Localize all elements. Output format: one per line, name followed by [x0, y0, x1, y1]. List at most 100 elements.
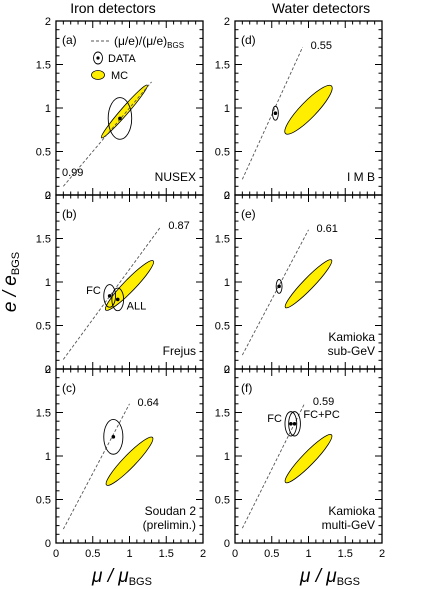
y-tick-label: 1.5: [215, 408, 230, 420]
data-point-label: FC: [267, 413, 282, 425]
ratio-label: 0.64: [138, 397, 159, 409]
ratio-line: [62, 226, 161, 360]
svg-text:μ / μBGS: μ / μBGS: [91, 566, 152, 588]
detector-name: I M B: [347, 170, 375, 184]
ratio-label: 0.55: [311, 40, 332, 52]
panel-label: (d): [241, 33, 256, 47]
ratio-line: [241, 229, 309, 356]
legend-mc-swatch: [91, 70, 105, 80]
ratio-label: 0.59: [313, 396, 334, 408]
legend-data-swatch: [93, 51, 103, 65]
legend-data-dot: [96, 56, 100, 60]
y-tick-label: 1: [224, 451, 230, 463]
data-point-label: FC: [86, 285, 101, 297]
y-tick-label: 2: [45, 364, 51, 376]
detector-name: sub-GeV: [328, 344, 375, 358]
y-tick-label: 0: [224, 190, 230, 202]
y-tick-label: 1.5: [36, 234, 51, 246]
data-point: [292, 422, 297, 426]
x-tick-label: 0: [53, 548, 59, 560]
ratio-label: 0.61: [317, 223, 338, 235]
column-title-water: Water detectors: [272, 0, 370, 16]
y-tick-label: 2: [224, 16, 230, 28]
data-point: [115, 297, 120, 302]
y-tick-label: 1: [224, 277, 230, 289]
data-point-label: ALL: [127, 300, 147, 312]
y-tick-label: 0: [224, 538, 230, 550]
mc-ellipse: [105, 436, 154, 486]
panel-b: 0 0.5 1 1.5 2 FC ALL 0.87 (b) Frejus: [36, 190, 204, 376]
x-tick-label: 1.5: [159, 548, 174, 560]
y-tick-label: 1.5: [36, 408, 51, 420]
y-tick-label: 2: [224, 190, 230, 202]
data-error-ellipse: [107, 97, 133, 140]
y-tick-label: 0.5: [36, 495, 51, 507]
panel-label: (a): [62, 33, 77, 47]
mc-ellipse: [284, 259, 333, 309]
data-point: [118, 116, 122, 121]
data-point-label: FC+PC: [303, 409, 339, 421]
data-point: [277, 284, 281, 289]
mc-ellipse: [100, 84, 148, 139]
ratio-line: [63, 81, 152, 187]
panel-label: (e): [241, 207, 256, 221]
y-tick-label: 1.5: [36, 60, 51, 72]
data-point: [289, 422, 293, 426]
detector-name: Frejus: [163, 344, 196, 358]
legend: (μ/e)/(μ/e)BGS DATA MC: [91, 34, 184, 82]
x-axis-title-left: μ / μBGS: [91, 566, 152, 588]
y-tick-label: 0: [45, 364, 51, 376]
panel-label: (b): [62, 207, 77, 221]
column-title-iron: Iron detectors: [70, 0, 156, 16]
ratio-label: 0.87: [168, 220, 189, 232]
y-tick-label: 1.5: [215, 234, 230, 246]
y-tick-label: 0.5: [215, 495, 230, 507]
x-tick-label: 2: [200, 548, 206, 560]
data-error-ellipse: [284, 411, 298, 437]
legend-data-label: DATA: [108, 53, 136, 65]
ratio-label: 0.99: [62, 167, 83, 179]
y-tick-label: 0: [45, 190, 51, 202]
y-tick-label: 1.5: [215, 60, 230, 72]
y-tick-label: 2: [45, 190, 51, 202]
y-tick-label: 0.5: [215, 321, 230, 333]
y-tick-label: 2: [224, 364, 230, 376]
detector-name: multi-GeV: [322, 518, 375, 532]
y-tick-label: 2: [45, 16, 51, 28]
panel-c: 00.511.520 0.5 1 1.5 20.64(c)Soudan 2(prelim…: [36, 364, 206, 560]
svg-text:μ / μBGS: μ / μBGS: [299, 566, 360, 588]
x-tick-label: 1: [305, 548, 311, 560]
data-error-ellipse: [275, 278, 283, 294]
data-point: [107, 294, 112, 298]
data-error-ellipse: [272, 105, 279, 121]
data-point: [273, 111, 278, 116]
panel-label: (f): [241, 381, 252, 395]
legend-line-label: (μ/e)/(μ/e)BGS: [114, 34, 184, 50]
y-tick-label: 0: [224, 364, 230, 376]
detector-name: Kamioka: [328, 504, 375, 518]
legend-mc-label: MC: [111, 70, 128, 82]
panel-a: 0 0.5 1 1.5 2 0.99 (a) NUSEX (μ/e)/(μ/e)BGS DATA M…: [36, 16, 204, 202]
svg-text:e / eBGS: e / eBGS: [0, 252, 22, 312]
y-tick-label: 1: [45, 277, 51, 289]
data-error-ellipse: [103, 419, 124, 455]
ratio-line: [62, 403, 130, 530]
y-tick-label: 1: [45, 103, 51, 115]
detector-name: (prelimin.): [143, 518, 196, 532]
detector-name: Soudan 2: [145, 504, 197, 518]
x-tick-label: 0: [232, 548, 238, 560]
y-tick-label: 0.5: [36, 321, 51, 333]
data-point: [111, 435, 116, 439]
mc-ellipse: [284, 84, 333, 135]
y-tick-label: 0.5: [36, 147, 51, 159]
panel-label: (c): [62, 381, 76, 395]
x-axis-title-right: μ / μBGS: [299, 566, 360, 588]
x-tick-label: 0.5: [85, 548, 100, 560]
y-tick-label: 1: [45, 451, 51, 463]
data-error-ellipse: [111, 287, 125, 312]
x-tick-label: 2: [379, 548, 385, 560]
data-error-ellipse: [103, 284, 116, 308]
y-tick-label: 0: [45, 538, 51, 550]
